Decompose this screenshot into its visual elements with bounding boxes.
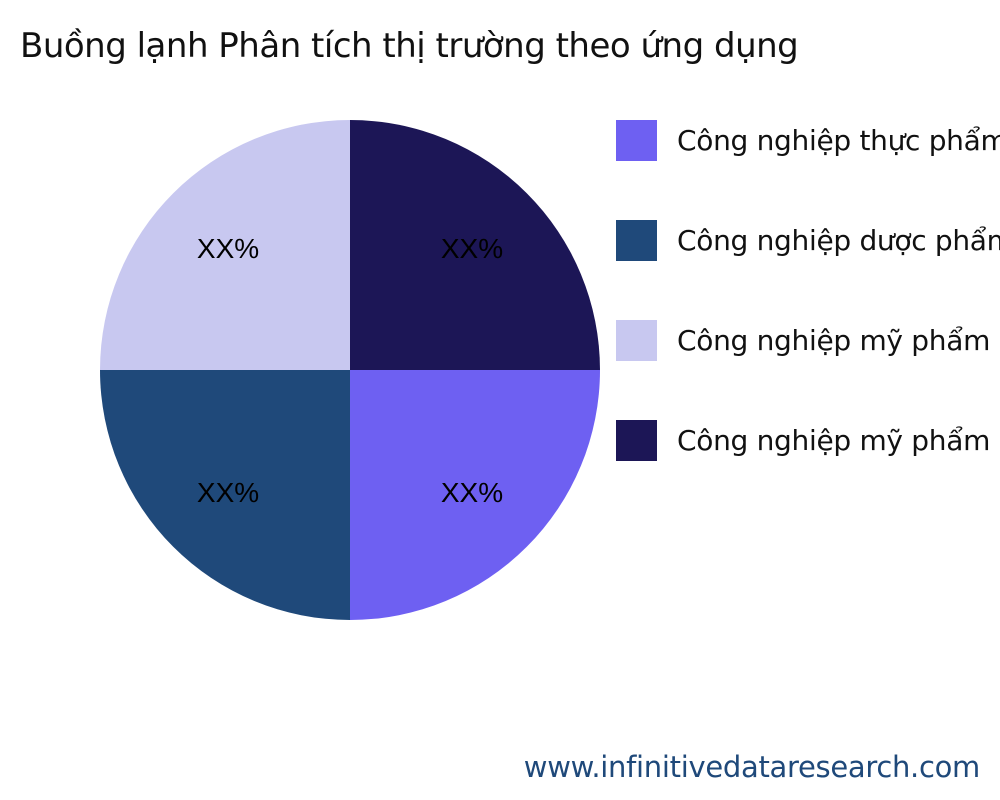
- legend-swatch: [616, 419, 657, 461]
- slice-label: XX%: [441, 233, 503, 264]
- pie-slice: [350, 120, 600, 370]
- pie-chart: XX% XX% XX% XX%: [100, 120, 600, 620]
- legend-item: Công nghiệp dược phẩm: [616, 219, 1000, 261]
- legend-item: Công nghiệp thực phẩm: [616, 120, 1000, 161]
- legend-label: Công nghiệp thực phẩm: [677, 123, 1000, 157]
- pie-slice: [350, 370, 600, 620]
- legend-label: Công nghiệp mỹ phẩm: [677, 423, 991, 457]
- source-link[interactable]: www.infinitivedataresearch.com: [523, 750, 981, 784]
- chart-title: Buồng lạnh Phân tích thị trường theo ứng…: [20, 26, 799, 66]
- slice-label: XX%: [197, 233, 259, 264]
- legend-label: Công nghiệp mỹ phẩm: [677, 323, 991, 357]
- legend: Công nghiệp thực phẩm Công nghiệp dược p…: [616, 120, 1000, 520]
- slice-label: XX%: [441, 477, 503, 508]
- legend-swatch: [616, 120, 657, 161]
- legend-swatch: [616, 319, 657, 361]
- pie-slice: [100, 120, 350, 370]
- legend-item: Công nghiệp mỹ phẩm: [616, 319, 1000, 361]
- slice-label: XX%: [197, 477, 259, 508]
- legend-item: Công nghiệp mỹ phẩm: [616, 419, 1000, 461]
- legend-swatch: [616, 219, 657, 261]
- pie-slice: [100, 370, 350, 620]
- legend-label: Công nghiệp dược phẩm: [677, 223, 1000, 257]
